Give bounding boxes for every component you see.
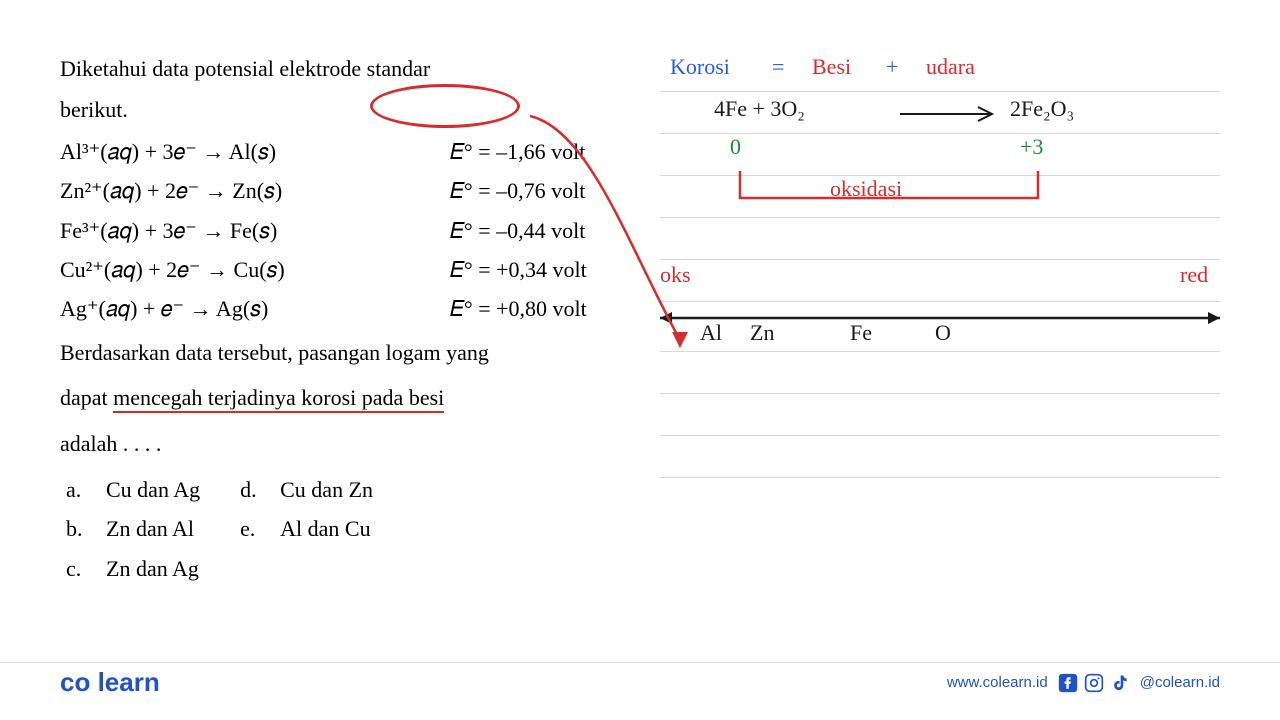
hand-ox-0: 0 bbox=[730, 134, 741, 160]
option-letter: e. bbox=[240, 510, 264, 547]
option-text: Cu dan Zn bbox=[280, 471, 373, 508]
axis-o: O bbox=[935, 320, 951, 346]
hand-red-label: red bbox=[1180, 262, 1208, 288]
ruled-line: 4Fe + 3O₂ 2Fe₂O₃ bbox=[660, 92, 1220, 134]
option-letter: a. bbox=[66, 471, 90, 508]
option-text: Zn dan Ag bbox=[106, 550, 199, 587]
equation-rhs: 𝐸° = +0,80 volt bbox=[450, 290, 640, 327]
hand-equals: = bbox=[772, 54, 784, 80]
ruled-line bbox=[660, 352, 1220, 394]
logo-dot-icon bbox=[90, 667, 97, 697]
ruled-line: Al Zn Fe O bbox=[660, 302, 1220, 352]
equation-rhs: 𝐸° = –0,44 volt bbox=[450, 212, 640, 249]
axis-zn: Zn bbox=[750, 320, 774, 346]
option-text: Zn dan Al bbox=[106, 510, 194, 547]
axis-fe: Fe bbox=[850, 320, 872, 346]
ruled-line bbox=[660, 218, 1220, 260]
prompt-line-2: dapat mencegah terjadinya korosi pada be… bbox=[60, 379, 640, 416]
option-letter: c. bbox=[66, 550, 90, 587]
option-text: Cu dan Ag bbox=[106, 471, 200, 508]
equation-row: Cu²⁺(𝑎𝑞) + 2𝑒⁻ → Cu(𝑠) 𝐸° = +0,34 volt bbox=[60, 251, 640, 288]
prompt-line-1: Berdasarkan data tersebut, pasangan loga… bbox=[60, 334, 640, 371]
hand-ox-3: +3 bbox=[1020, 134, 1043, 160]
hand-oksidasi: oksidasi bbox=[830, 176, 902, 202]
content-area: Diketahui data potensial elektrode stand… bbox=[0, 0, 1280, 618]
equation-lhs: Ag⁺(𝑎𝑞) + 𝑒⁻ → Ag(𝑠) bbox=[60, 290, 450, 327]
facebook-icon[interactable] bbox=[1058, 673, 1078, 693]
notes-panel: Korosi = Besi + udara 4Fe + 3O₂ 2Fe₂O₃ 0… bbox=[660, 50, 1220, 588]
hand-besi: Besi bbox=[812, 54, 851, 80]
prompt-line-3: adalah . . . . bbox=[60, 425, 640, 462]
social-icons bbox=[1058, 673, 1130, 693]
equation-rhs: 𝐸° = –0,76 volt bbox=[450, 172, 640, 209]
option-a[interactable]: a. Cu dan Ag bbox=[66, 471, 200, 508]
ruled-line: 0 +3 bbox=[660, 134, 1220, 176]
brand-logo: co learn bbox=[60, 667, 160, 698]
instagram-icon[interactable] bbox=[1084, 673, 1104, 693]
options-grid: a. Cu dan Ag b. Zn dan Al c. Zn dan Ag d. Cu… bbox=[66, 470, 640, 588]
option-letter: b. bbox=[66, 510, 90, 547]
options-col-left: a. Cu dan Ag b. Zn dan Al c. Zn dan Ag bbox=[66, 470, 200, 588]
option-letter: d. bbox=[240, 471, 264, 508]
equation-row: Zn²⁺(𝑎𝑞) + 2𝑒⁻ → Zn(𝑠) 𝐸° = –0,76 volt bbox=[60, 172, 640, 209]
intro-line-1: Diketahui data potensial elektrode stand… bbox=[60, 50, 640, 87]
option-d[interactable]: d. Cu dan Zn bbox=[240, 471, 373, 508]
option-text: Al dan Cu bbox=[280, 510, 370, 547]
option-e[interactable]: e. Al dan Cu bbox=[240, 510, 373, 547]
ruled-line: oks red bbox=[660, 260, 1220, 302]
equation-rhs: 𝐸° = +0,34 volt bbox=[450, 251, 640, 288]
hand-plus: + bbox=[886, 54, 898, 80]
equation-lhs: Al³⁺(𝑎𝑞) + 3𝑒⁻ → Al(𝑠) bbox=[60, 133, 450, 170]
ruled-line bbox=[660, 394, 1220, 436]
hand-eq2-rhs: 2Fe₂O₃ bbox=[1010, 96, 1074, 122]
option-b[interactable]: b. Zn dan Al bbox=[66, 510, 200, 547]
hand-udara: udara bbox=[926, 54, 975, 80]
hand-oks-label: oks bbox=[660, 262, 691, 288]
question-panel: Diketahui data potensial elektrode stand… bbox=[60, 50, 640, 588]
equation-row: Al³⁺(𝑎𝑞) + 3𝑒⁻ → Al(𝑠) 𝐸° = –1,66 volt bbox=[60, 133, 640, 170]
intro-line-2: berikut. bbox=[60, 91, 640, 128]
logo-learn: learn bbox=[98, 667, 160, 697]
ruled-line: Korosi = Besi + udara bbox=[660, 50, 1220, 92]
ruled-line: oksidasi bbox=[660, 176, 1220, 218]
footer-handle[interactable]: @colearn.id bbox=[1140, 674, 1220, 691]
equation-rhs: 𝐸° = –1,66 volt bbox=[450, 133, 640, 170]
equation-lhs: Fe³⁺(𝑎𝑞) + 3𝑒⁻ → Fe(𝑠) bbox=[60, 212, 450, 249]
axis-al: Al bbox=[700, 320, 722, 346]
hand-eq2-lhs: 4Fe + 3O₂ bbox=[714, 96, 805, 122]
tiktok-icon[interactable] bbox=[1110, 673, 1130, 693]
footer-url[interactable]: www.colearn.id bbox=[947, 674, 1048, 691]
hand-korosi: Korosi bbox=[670, 54, 730, 80]
prompt-underlined: mencegah terjadinya korosi pada besi bbox=[113, 385, 444, 413]
prompt-prefix: dapat bbox=[60, 385, 113, 410]
options-col-right: d. Cu dan Zn e. Al dan Cu bbox=[240, 470, 373, 588]
equation-lhs: Cu²⁺(𝑎𝑞) + 2𝑒⁻ → Cu(𝑠) bbox=[60, 251, 450, 288]
logo-co: co bbox=[60, 667, 90, 697]
equation-row: Fe³⁺(𝑎𝑞) + 3𝑒⁻ → Fe(𝑠) 𝐸° = –0,44 volt bbox=[60, 212, 640, 249]
option-c[interactable]: c. Zn dan Ag bbox=[66, 550, 200, 587]
equation-lhs: Zn²⁺(𝑎𝑞) + 2𝑒⁻ → Zn(𝑠) bbox=[60, 172, 450, 209]
footer: co learn www.colearn.id @colearn.id bbox=[0, 662, 1280, 702]
equation-row: Ag⁺(𝑎𝑞) + 𝑒⁻ → Ag(𝑠) 𝐸° = +0,80 volt bbox=[60, 290, 640, 327]
footer-right: www.colearn.id @colearn.id bbox=[947, 673, 1220, 693]
ruled-line bbox=[660, 436, 1220, 478]
